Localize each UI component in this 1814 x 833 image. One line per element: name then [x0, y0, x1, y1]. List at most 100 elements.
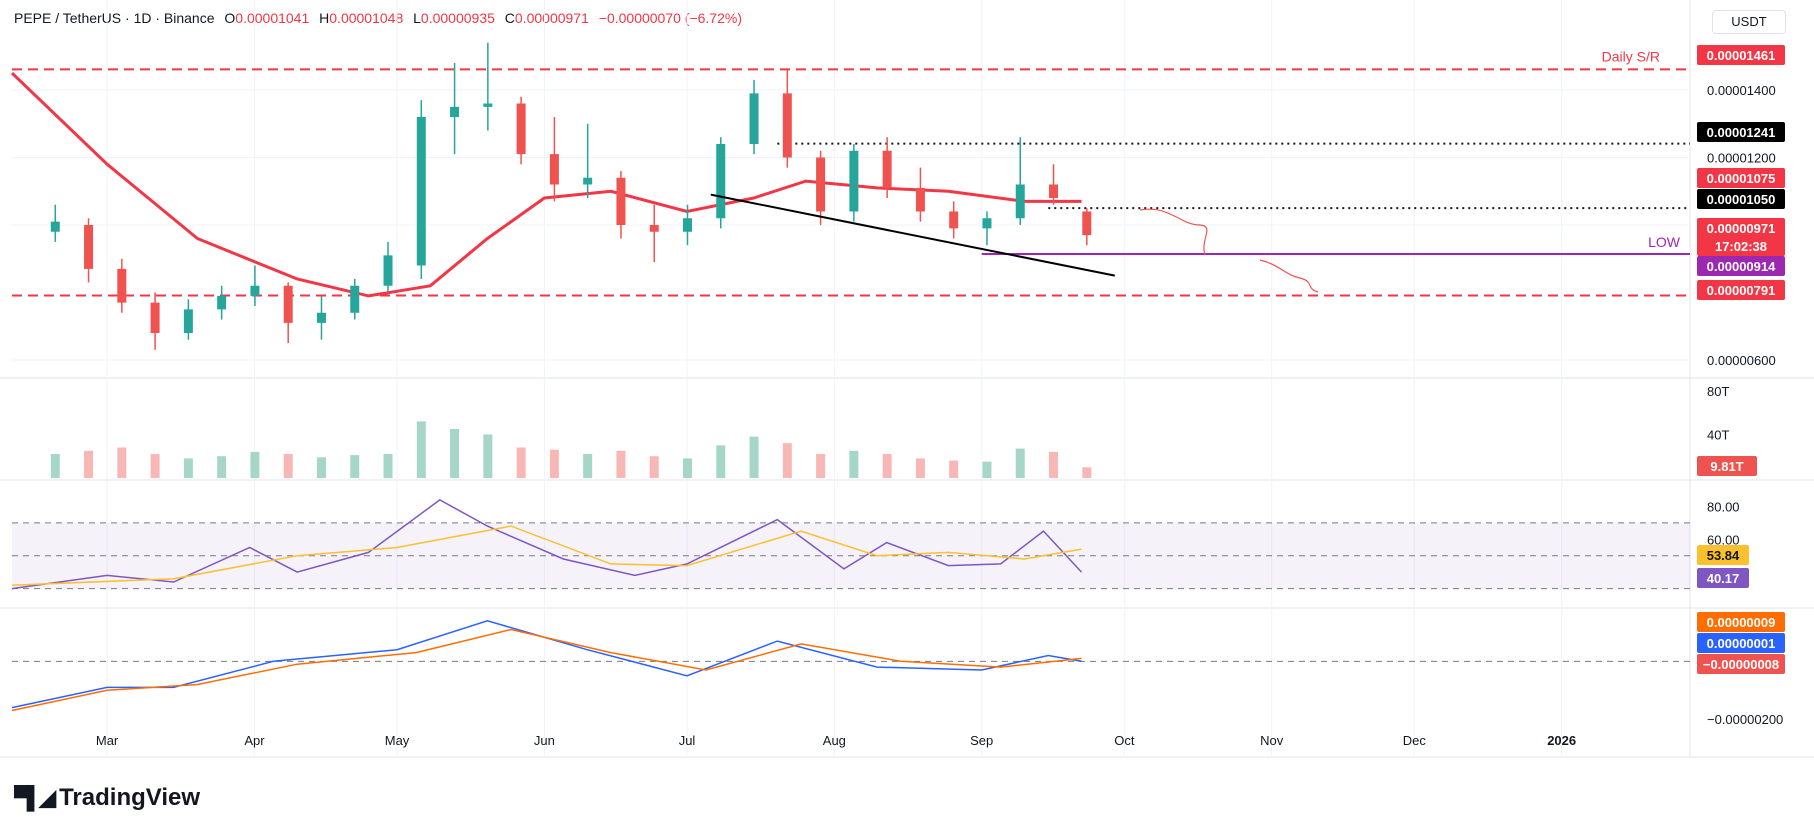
rsi-badge-label: 40.17 — [1707, 571, 1740, 586]
candle-body — [416, 117, 426, 266]
time-axis-label: Dec — [1403, 733, 1427, 748]
volume-bar — [616, 450, 626, 478]
time-axis-label: Jun — [534, 733, 555, 748]
volume-bar — [882, 454, 892, 478]
price-badge — [1697, 218, 1785, 238]
time-axis-label: Nov — [1260, 733, 1284, 748]
macd-tick-label: −0.00000200 — [1707, 712, 1783, 727]
volume-bar — [782, 443, 792, 478]
candle-body — [782, 93, 792, 158]
price-badge — [1697, 45, 1785, 65]
chart-header: PEPE / TetherUS · 1D · Binance O0.000010… — [14, 10, 742, 26]
candle-body — [350, 285, 360, 313]
volume-bar — [583, 454, 593, 478]
tradingview-logo-icon: ▀▌◢ — [14, 785, 56, 810]
volume-bar — [549, 449, 559, 478]
volume-bar — [416, 421, 426, 478]
candle-body — [1015, 184, 1025, 219]
time-axis-label: May — [385, 733, 410, 748]
volume-tick-label: 40T — [1707, 427, 1729, 442]
price-badge-label: 0.00000914 — [1707, 259, 1776, 274]
price-badge-label: 17:02:38 — [1715, 239, 1767, 254]
change-value: −0.00000070 (−6.72%) — [598, 10, 742, 26]
volume-bar — [150, 454, 160, 478]
candle-body — [84, 225, 94, 269]
volume-bar — [716, 445, 726, 478]
high-value: 0.00001048 — [329, 10, 404, 26]
candle-body — [1082, 211, 1092, 236]
price-badge — [1697, 256, 1785, 276]
price-badge-label: 0.00001050 — [1707, 192, 1776, 207]
volume-bar — [516, 447, 526, 478]
candle-body — [117, 268, 127, 303]
price-badge — [1697, 122, 1785, 142]
candle-body — [882, 150, 892, 188]
price-tick-label: 0.00000600 — [1707, 353, 1776, 368]
price-tick-label: 0.00001400 — [1707, 83, 1776, 98]
candle-body — [583, 177, 593, 185]
volume-bar — [217, 456, 227, 478]
candle-body — [50, 221, 60, 232]
time-axis-label: Sep — [970, 733, 993, 748]
volume-bar — [1049, 451, 1059, 478]
open-label: O — [224, 10, 236, 26]
price-badge-label: 0.00001241 — [1707, 125, 1776, 140]
time-axis-label: Mar — [96, 733, 119, 748]
macd-signal-badge-label: 0.00000009 — [1707, 615, 1776, 630]
projection-path — [1259, 259, 1319, 293]
volume-bar — [350, 455, 360, 478]
close-value: 0.00000971 — [514, 10, 589, 26]
candle-body — [217, 295, 227, 310]
candle-body — [483, 103, 493, 107]
volume-bar — [483, 434, 493, 478]
volume-bar — [450, 429, 460, 478]
time-axis-label: Oct — [1114, 733, 1135, 748]
daily-sr-label: Daily S/R — [1602, 48, 1660, 64]
candle-body — [283, 285, 293, 323]
volume-tick-label: 80T — [1707, 384, 1729, 399]
macd-signal-badge — [1697, 612, 1785, 632]
candle-body — [616, 177, 626, 225]
volume-bar — [1082, 467, 1092, 478]
candle-body — [549, 154, 559, 185]
rsi-ma-badge — [1697, 545, 1749, 565]
high-label: H — [319, 10, 330, 26]
macd-signal-line — [11, 628, 1082, 712]
candle-body — [316, 312, 326, 323]
volume-bar — [1015, 448, 1025, 478]
rsi-ma-badge-label: 53.84 — [1707, 548, 1740, 563]
candle-body — [183, 309, 193, 333]
macd-badge-label: 0.00000001 — [1707, 636, 1776, 651]
volume-bar — [316, 457, 326, 478]
candle-body — [816, 157, 826, 212]
open-value: 0.00001041 — [235, 10, 310, 26]
symbol-title[interactable]: PEPE / TetherUS · 1D · Binance — [14, 10, 215, 26]
volume-bar — [649, 456, 659, 478]
volume-bar — [183, 458, 193, 478]
tradingview-logo[interactable]: ▀▌◢ TradingView — [14, 784, 200, 812]
candle-body — [949, 211, 959, 229]
candle-body — [649, 225, 659, 232]
rsi-ma-line — [11, 525, 1082, 587]
time-axis-label: Aug — [823, 733, 846, 748]
candle-body — [716, 144, 726, 219]
price-badge — [1697, 189, 1785, 209]
volume-bar — [749, 436, 759, 478]
currency-button[interactable]: USDT — [1712, 10, 1786, 34]
descending-trendline — [710, 193, 1116, 277]
close-label: C — [504, 10, 515, 26]
candle-body — [383, 255, 393, 286]
volume-bar — [682, 458, 692, 478]
candle-body — [749, 93, 759, 144]
candle-body — [915, 187, 925, 212]
price-badge — [1697, 280, 1785, 300]
volume-bar — [50, 454, 60, 478]
candle-body — [1049, 184, 1059, 198]
candle-body — [516, 103, 526, 155]
low-label: LOW — [1648, 234, 1681, 250]
volume-bar — [84, 450, 94, 478]
candle-body — [982, 218, 992, 229]
macd-hist-badge-label: −0.00000008 — [1703, 657, 1779, 672]
macd-line — [11, 620, 1082, 709]
